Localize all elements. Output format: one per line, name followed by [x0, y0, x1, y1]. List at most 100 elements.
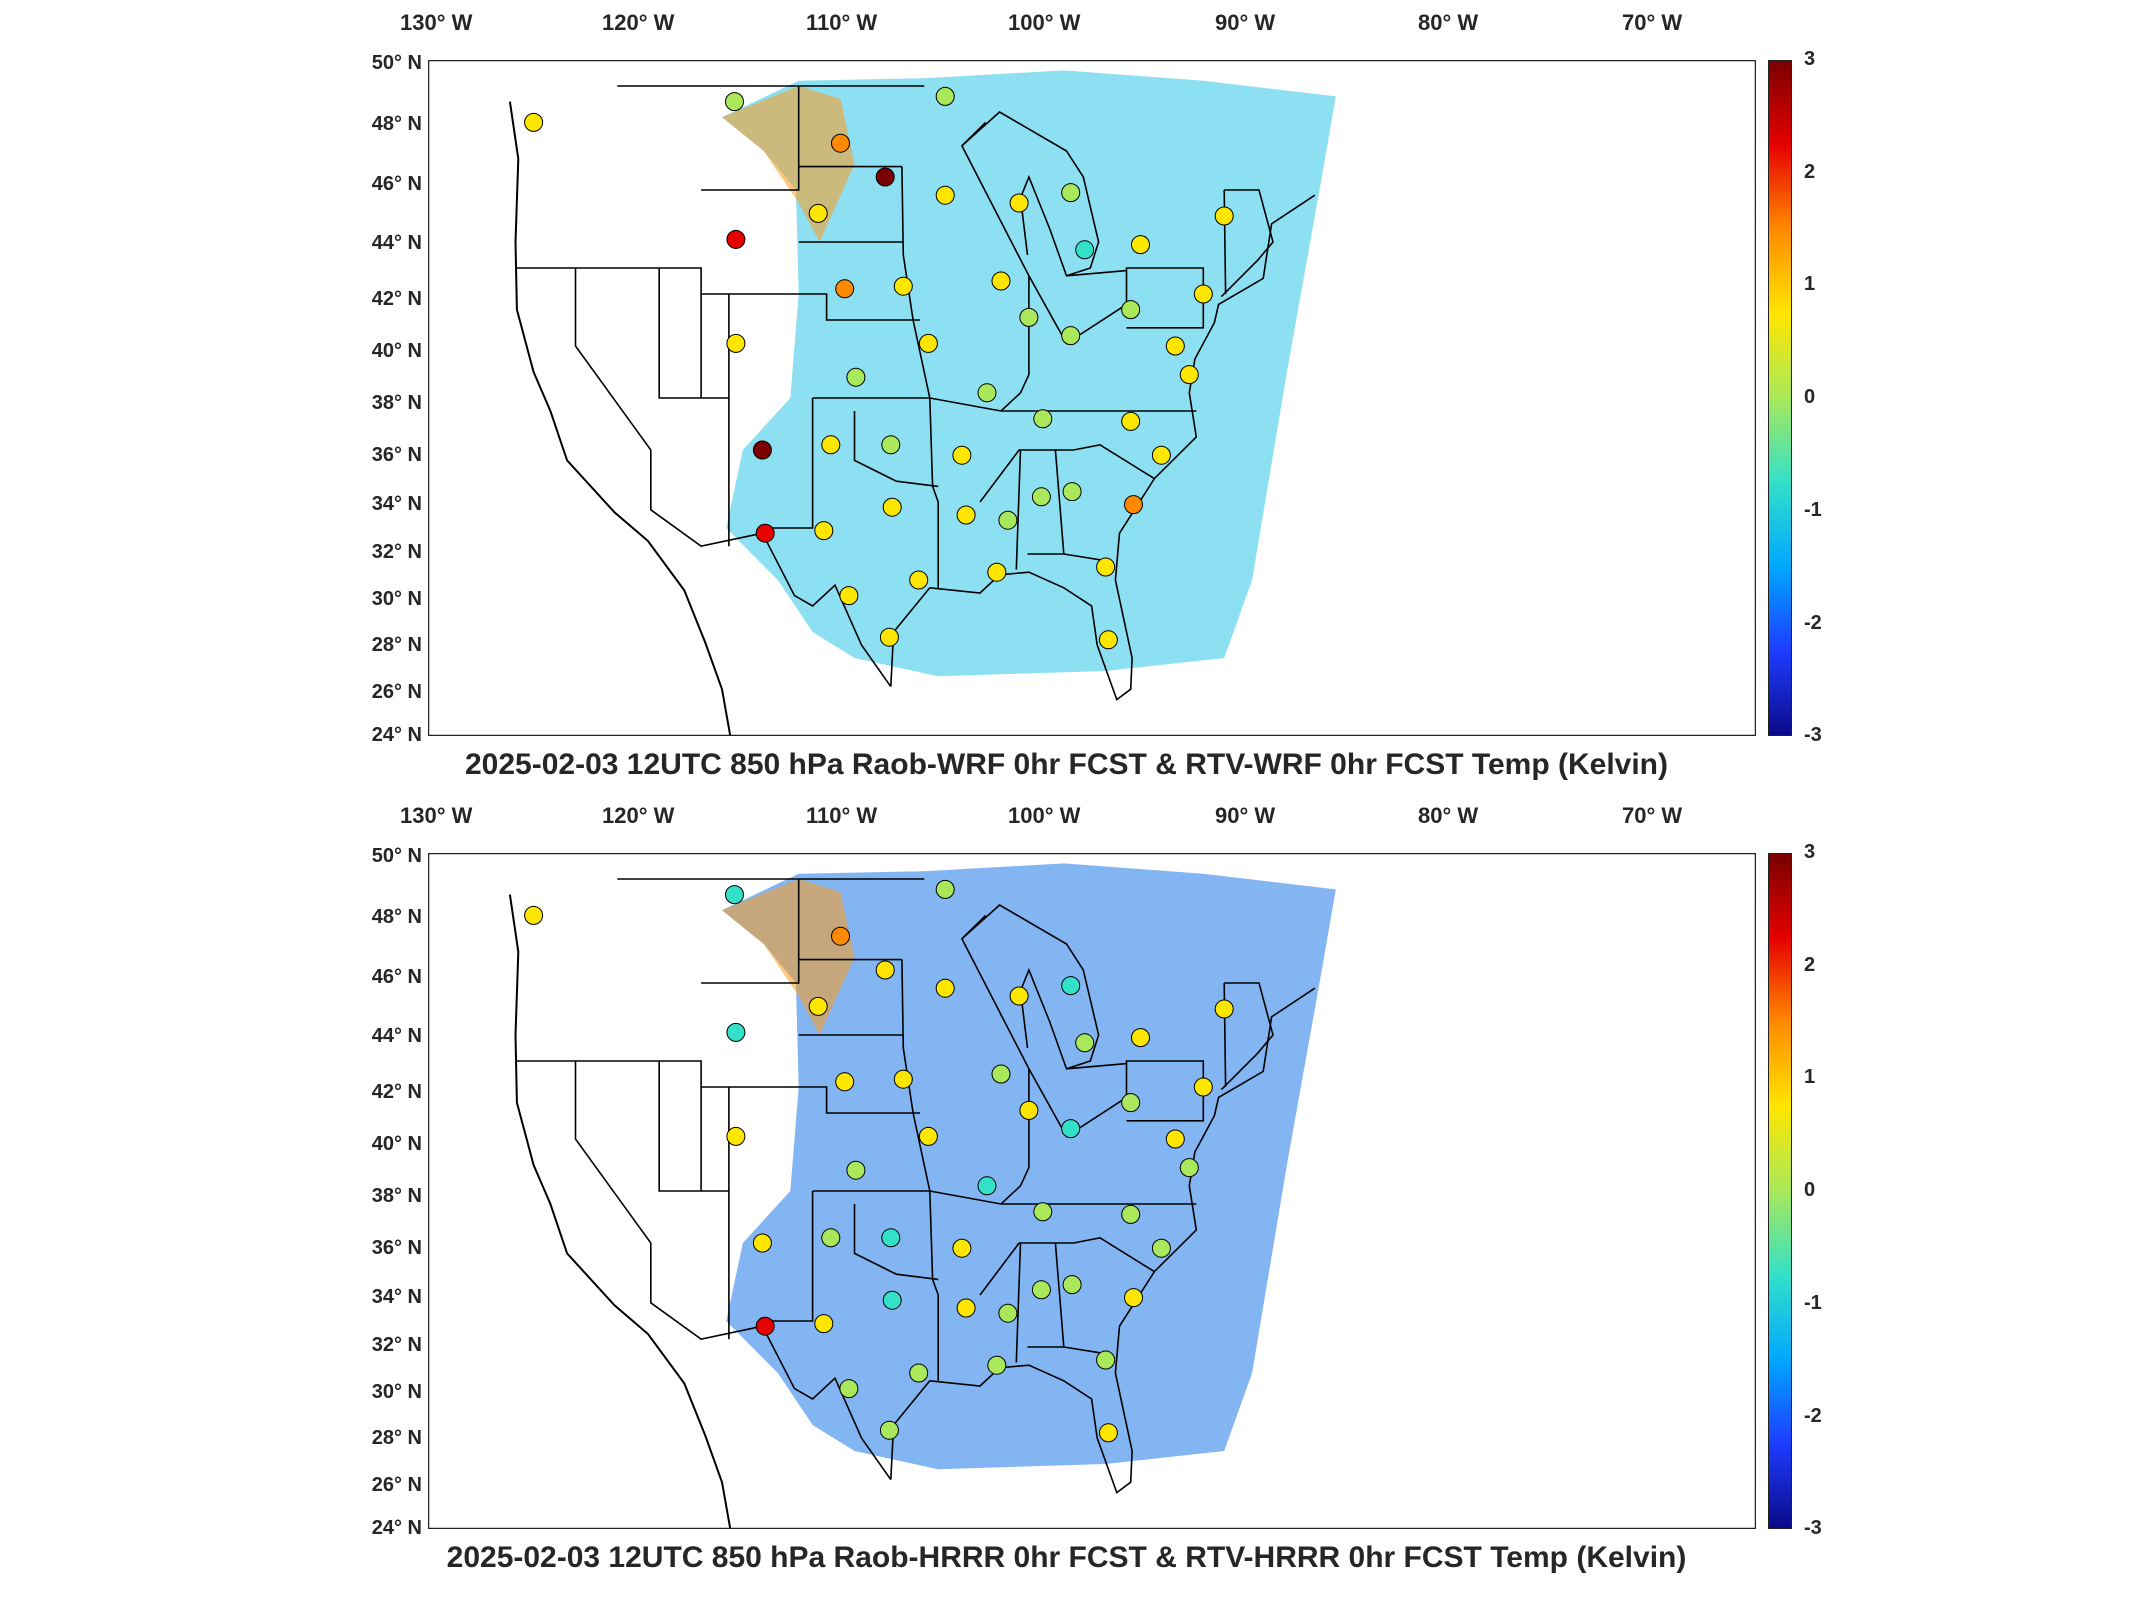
station-marker	[875, 167, 895, 187]
state-border	[1220, 982, 1274, 1091]
state-border	[762, 398, 814, 529]
station-marker	[1061, 326, 1081, 346]
lat-label: 24° N	[371, 724, 422, 746]
lat-label: 32° N	[371, 541, 422, 563]
state-border	[762, 1191, 814, 1322]
station-marker	[991, 1064, 1011, 1084]
station-marker	[977, 1176, 997, 1196]
station-marker	[1121, 411, 1141, 431]
raob-stations	[524, 86, 1234, 650]
lat-label: 36° N	[371, 1237, 422, 1259]
station-marker	[1096, 1350, 1116, 1370]
station-marker	[935, 978, 955, 998]
lat-label: 38° N	[371, 1185, 422, 1207]
station-marker	[839, 1379, 859, 1399]
state-border	[658, 1061, 730, 1340]
station-marker	[1124, 495, 1143, 515]
station-marker	[952, 445, 972, 465]
station-marker	[1131, 235, 1150, 255]
colorbar-tick: 1	[1804, 1066, 1816, 1088]
station-marker	[726, 1126, 746, 1146]
station-marker	[935, 86, 955, 106]
station-marker	[879, 627, 899, 647]
colorbar-tick: 2	[1804, 954, 1816, 976]
station-marker	[846, 367, 866, 387]
station-marker	[956, 1298, 976, 1318]
state-border	[650, 450, 763, 548]
state-border	[961, 904, 1100, 1070]
station-marker	[881, 1228, 901, 1248]
state-border	[961, 111, 1100, 277]
lon-label: 70° W	[1622, 10, 1683, 35]
station-marker	[1098, 1423, 1118, 1443]
colorbar	[1768, 60, 1792, 736]
lon-label: 120° W	[602, 10, 675, 35]
station-marker	[1121, 1204, 1141, 1224]
state-border	[1015, 1242, 1022, 1363]
station-marker	[1061, 1119, 1081, 1139]
station-marker	[821, 1228, 841, 1248]
station-marker	[991, 271, 1011, 291]
state-border	[979, 1236, 1155, 1296]
lat-label: 46° N	[371, 966, 422, 988]
station-marker	[881, 435, 901, 455]
state-border	[853, 411, 939, 488]
station-marker	[1214, 999, 1234, 1019]
panel-hrrr: 130° W 120° W 110° W 100° W 90° W 80° W …	[0, 793, 2133, 1593]
lon-label: 110° W	[806, 803, 878, 828]
station-marker	[893, 1069, 913, 1089]
raob-stations	[524, 879, 1234, 1443]
state-border	[979, 443, 1155, 503]
station-marker	[1096, 557, 1116, 577]
state-border	[812, 397, 1197, 412]
lon-label: 90° W	[1215, 10, 1276, 35]
station-marker	[835, 279, 855, 299]
lat-label: 42° N	[371, 288, 422, 310]
station-marker	[821, 435, 841, 455]
map-hrrr	[428, 853, 1756, 1529]
lat-label: 40° N	[371, 340, 422, 362]
station-marker	[814, 1314, 834, 1334]
map-wrf	[428, 60, 1756, 736]
station-marker	[846, 1160, 866, 1180]
station-marker	[935, 879, 955, 899]
station-marker	[1031, 487, 1051, 507]
state-border	[516, 1060, 921, 1114]
coastline	[508, 101, 732, 736]
lat-label: 34° N	[371, 1286, 422, 1308]
station-marker	[726, 1022, 746, 1042]
lat-label: 26° N	[371, 681, 422, 703]
state-border	[812, 1190, 1197, 1205]
state-border	[1066, 269, 1127, 277]
station-marker	[909, 570, 929, 590]
station-marker	[1009, 986, 1029, 1006]
station-marker	[918, 333, 938, 353]
lon-label: 130° W	[400, 10, 473, 35]
station-marker	[875, 960, 895, 980]
station-marker	[835, 1072, 855, 1092]
state-border	[761, 532, 892, 688]
station-marker	[998, 510, 1018, 530]
station-marker	[1061, 183, 1081, 203]
lat-label: 28° N	[371, 634, 422, 656]
station-marker	[956, 505, 976, 525]
state-border	[929, 194, 1316, 701]
lat-label: 34° N	[371, 493, 422, 515]
state-border	[1220, 189, 1274, 298]
panel-title: 2025-02-03 12UTC 850 hPa Raob-WRF 0hr FC…	[465, 748, 1668, 781]
station-marker	[755, 523, 775, 543]
station-marker	[882, 1290, 902, 1310]
state-border	[516, 267, 921, 321]
station-marker	[1075, 240, 1095, 260]
station-marker	[752, 440, 772, 460]
station-marker	[1151, 445, 1171, 465]
lat-label: 30° N	[371, 588, 422, 610]
station-marker	[1019, 1100, 1039, 1120]
station-marker	[1062, 482, 1082, 502]
state-border	[1066, 1062, 1127, 1070]
station-marker	[1061, 976, 1081, 996]
lon-label: 100° W	[1008, 803, 1081, 828]
station-marker	[1165, 1129, 1185, 1149]
station-marker	[1179, 365, 1199, 385]
station-marker	[1019, 307, 1039, 327]
